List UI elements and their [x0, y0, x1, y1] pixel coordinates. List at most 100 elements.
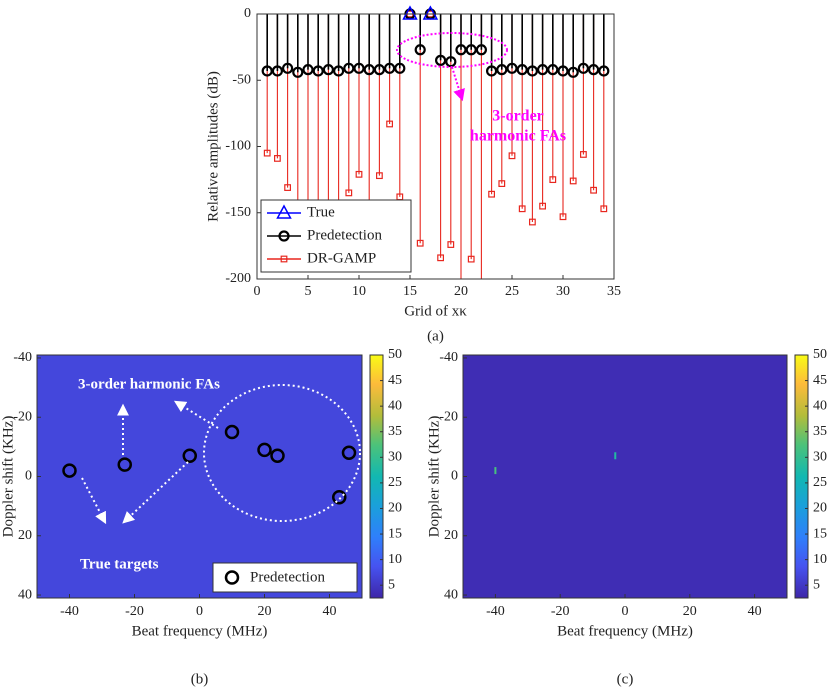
- marker-circle: [353, 62, 365, 74]
- marker-circle: [384, 62, 396, 74]
- x-tick-label: 15: [403, 284, 417, 299]
- y-tick-label: -200: [225, 271, 251, 286]
- y-axis-title: Doppler shift (KHz): [0, 416, 16, 538]
- panel-b: -40 -20 0 20 40 -40 -20 0 20 40 5 10 15 20 25 30 35 40 45 5…: [0, 347, 402, 687]
- annotation-b: [81, 384, 361, 525]
- x-tick-label: -20: [551, 604, 570, 619]
- marker-circle: [587, 64, 600, 76]
- colorbar-tick-label: 20: [388, 501, 402, 516]
- y-tick-label: 0: [244, 6, 251, 21]
- x-tick-label: -40: [486, 604, 505, 619]
- scatter-point: [224, 424, 240, 440]
- marker-circle: [261, 65, 273, 77]
- marker-square: [559, 213, 567, 221]
- marker-circle: [435, 54, 447, 66]
- colorbar: [369, 354, 384, 599]
- legend-label: True: [307, 204, 335, 220]
- y-tick-label: 40: [444, 587, 458, 602]
- annotation-arrow: [81, 477, 107, 525]
- marker-square: [437, 254, 444, 262]
- x-tick-label: 0: [622, 604, 629, 619]
- y-tick-label: -40: [13, 350, 32, 365]
- marker-square: [488, 190, 495, 198]
- marker-square: [539, 202, 546, 210]
- marker-square: [528, 218, 536, 226]
- marker-circle: [486, 65, 498, 77]
- y-tick-label: -20: [439, 409, 458, 424]
- y-tick-label: -20: [13, 409, 32, 424]
- marker-circle: [394, 62, 406, 74]
- x-tick-label: 25: [505, 284, 519, 299]
- marker-circle: [373, 64, 385, 76]
- marker-square: [579, 151, 587, 158]
- scatter-point: [341, 445, 357, 461]
- marker-circle: [475, 44, 487, 56]
- x-tick-label: -40: [60, 604, 79, 619]
- marker-circle: [333, 65, 345, 77]
- marker-square: [274, 155, 281, 162]
- marker-square: [376, 172, 383, 180]
- y-axis-title: Doppler shift (KHz): [426, 416, 442, 538]
- legend-label: DR-GAMP: [307, 250, 376, 266]
- scatter-point: [62, 463, 77, 478]
- marker-circle: [322, 64, 334, 76]
- annotation: harmonic FAs: [470, 128, 566, 145]
- marker-square: [569, 177, 577, 185]
- marker-square: [467, 255, 475, 263]
- x-axis-title: Beat frequency (MHz): [132, 623, 268, 639]
- marker-circle: [506, 62, 518, 74]
- annotation-a: [396, 32, 508, 102]
- marker-triangle: [422, 5, 439, 20]
- legend-marker: [224, 570, 240, 585]
- marker-circle: [455, 44, 467, 56]
- x-tick-label: 5: [305, 284, 312, 299]
- colorbar-tick-label: 10: [388, 552, 402, 567]
- annotation: 3-order: [492, 108, 544, 125]
- colorbar-tick-label: 40: [388, 398, 402, 413]
- marker-square: [447, 241, 455, 248]
- x-tick-label: 0: [254, 284, 261, 299]
- x-tick-label: 40: [748, 604, 762, 619]
- colorbar-tick-label: 25: [813, 475, 827, 490]
- marker-square: [549, 176, 557, 184]
- panel-a: 0 5 10 15 20 25 30 35 -200 -150 -100 -50 0 True Predet…: [205, 5, 621, 344]
- colorbar-tick-label: 35: [388, 424, 402, 439]
- marker-circle: [516, 64, 528, 76]
- marker-circle: [536, 64, 549, 76]
- y-tick-label: -40: [439, 350, 458, 365]
- x-tick-label: 10: [352, 284, 366, 299]
- marker-circle: [271, 65, 283, 77]
- marker-square: [345, 189, 353, 197]
- annotation-arrow: [451, 66, 465, 102]
- y-tick-label: 0: [451, 469, 458, 484]
- y-tick-label: 40: [18, 587, 32, 602]
- panel-label: (b): [191, 671, 209, 687]
- annotation: 3-order harmonic FAs: [78, 376, 220, 392]
- colorbar-tick-label: 50: [813, 347, 827, 362]
- marker-square: [263, 149, 271, 157]
- colorbar-tick-label: 15: [813, 526, 827, 541]
- marker-circle: [278, 230, 290, 242]
- marker-square: [386, 120, 393, 128]
- y-tick-label: 20: [444, 528, 458, 543]
- panel-c: -40 -20 0 20 40 -40 -20 0 20 40 5 10 15 20 25 30 35 40 45 5…: [426, 347, 827, 687]
- marker-square: [280, 255, 288, 263]
- marker-square: [600, 205, 608, 213]
- marker-circle: [414, 44, 426, 56]
- scatter-point: [117, 457, 132, 472]
- legend-label: Predetection: [250, 569, 325, 585]
- x-tick-label: 20: [454, 284, 468, 299]
- x-tick-label: 20: [258, 604, 272, 619]
- x-tick-label: -20: [125, 604, 144, 619]
- marker-square: [590, 186, 597, 194]
- y-tick-label: -150: [225, 205, 251, 220]
- marker-circle: [282, 62, 294, 74]
- scatter-point: [270, 448, 285, 464]
- heatmap-background: [37, 355, 362, 598]
- x-tick-label: 0: [196, 604, 203, 619]
- colorbar-tick-label: 5: [388, 577, 395, 592]
- colorbar-tick-label: 10: [813, 552, 827, 567]
- panel-label: (a): [427, 328, 444, 344]
- marker-circle: [598, 65, 610, 77]
- colorbar-tick-label: 35: [813, 424, 827, 439]
